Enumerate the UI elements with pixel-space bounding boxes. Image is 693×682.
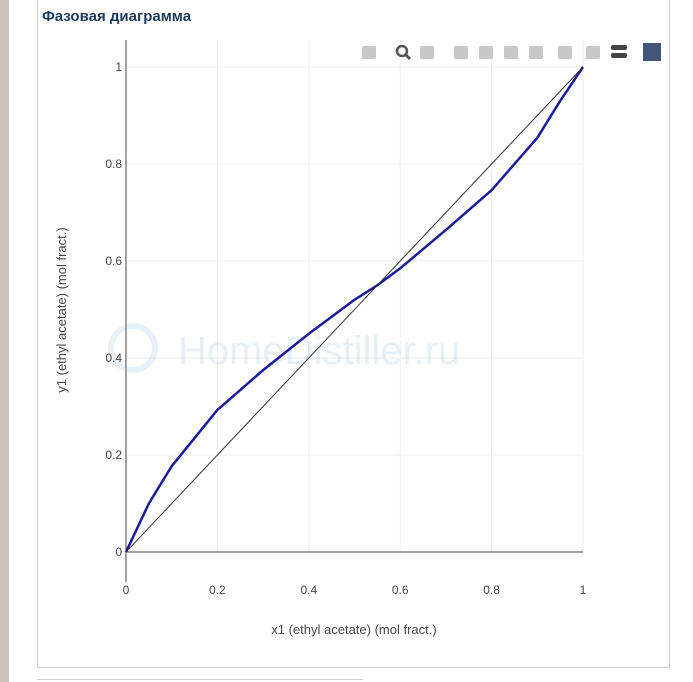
watermark-text: HomeDistiller.ru	[178, 329, 460, 373]
zoom-in-icon[interactable]	[454, 46, 468, 59]
icon-shape	[454, 46, 468, 59]
divider	[37, 679, 363, 680]
y-tick-label: 0.4	[105, 351, 122, 365]
icon-shape	[558, 46, 572, 59]
page-left-bar	[0, 0, 9, 682]
icon-shape	[420, 46, 434, 59]
y-tick-label: 0.6	[105, 254, 122, 268]
hover-closest-icon[interactable]	[586, 46, 600, 59]
y-tick-label: 0.8	[105, 157, 122, 171]
y-tick-label: 0	[115, 545, 122, 559]
bar	[611, 53, 627, 58]
icon-shape	[504, 46, 518, 59]
icon-shape	[362, 46, 376, 59]
x-tick-label: 0.2	[209, 583, 226, 597]
x-tick-label: 0.4	[300, 583, 317, 597]
x-tick-label: 0	[123, 583, 130, 597]
autoscale-icon[interactable]	[504, 46, 518, 59]
chart-card	[37, 0, 670, 668]
bar	[611, 45, 627, 50]
x-tick-label: 1	[580, 583, 587, 597]
logo-box	[643, 43, 661, 61]
lens	[395, 44, 409, 58]
watermark: HomeDistiller.ru	[108, 323, 460, 373]
camera-icon[interactable]	[362, 46, 376, 59]
x-tick-label: 0.6	[392, 583, 409, 597]
hover-compare-icon[interactable]	[611, 45, 627, 58]
y-tick-label: 1	[115, 60, 122, 74]
y-tick-label: 0.2	[105, 448, 122, 462]
chart-title: Фазовая диаграмма	[42, 8, 192, 25]
handle	[404, 53, 412, 61]
zoom-out-icon[interactable]	[479, 46, 493, 59]
x-axis-label: x1 (ethyl acetate) (mol fract.)	[271, 622, 436, 637]
diagonal-line	[125, 66, 584, 553]
spike-lines-icon[interactable]	[558, 46, 572, 59]
x-tick-label: 0.8	[483, 583, 500, 597]
equilibrium-curve	[124, 66, 585, 553]
icon-shape	[586, 46, 600, 59]
icon-shape	[529, 46, 543, 59]
modebar	[362, 43, 661, 61]
icon-shape	[479, 46, 493, 59]
plotly-logo-icon[interactable]	[643, 43, 661, 61]
home-icon[interactable]	[529, 46, 543, 59]
pan-icon[interactable]	[420, 46, 434, 59]
y-axis-label: y1 (ethyl acetate) (mol fract.)	[54, 227, 69, 392]
zoom-icon[interactable]	[395, 44, 412, 61]
